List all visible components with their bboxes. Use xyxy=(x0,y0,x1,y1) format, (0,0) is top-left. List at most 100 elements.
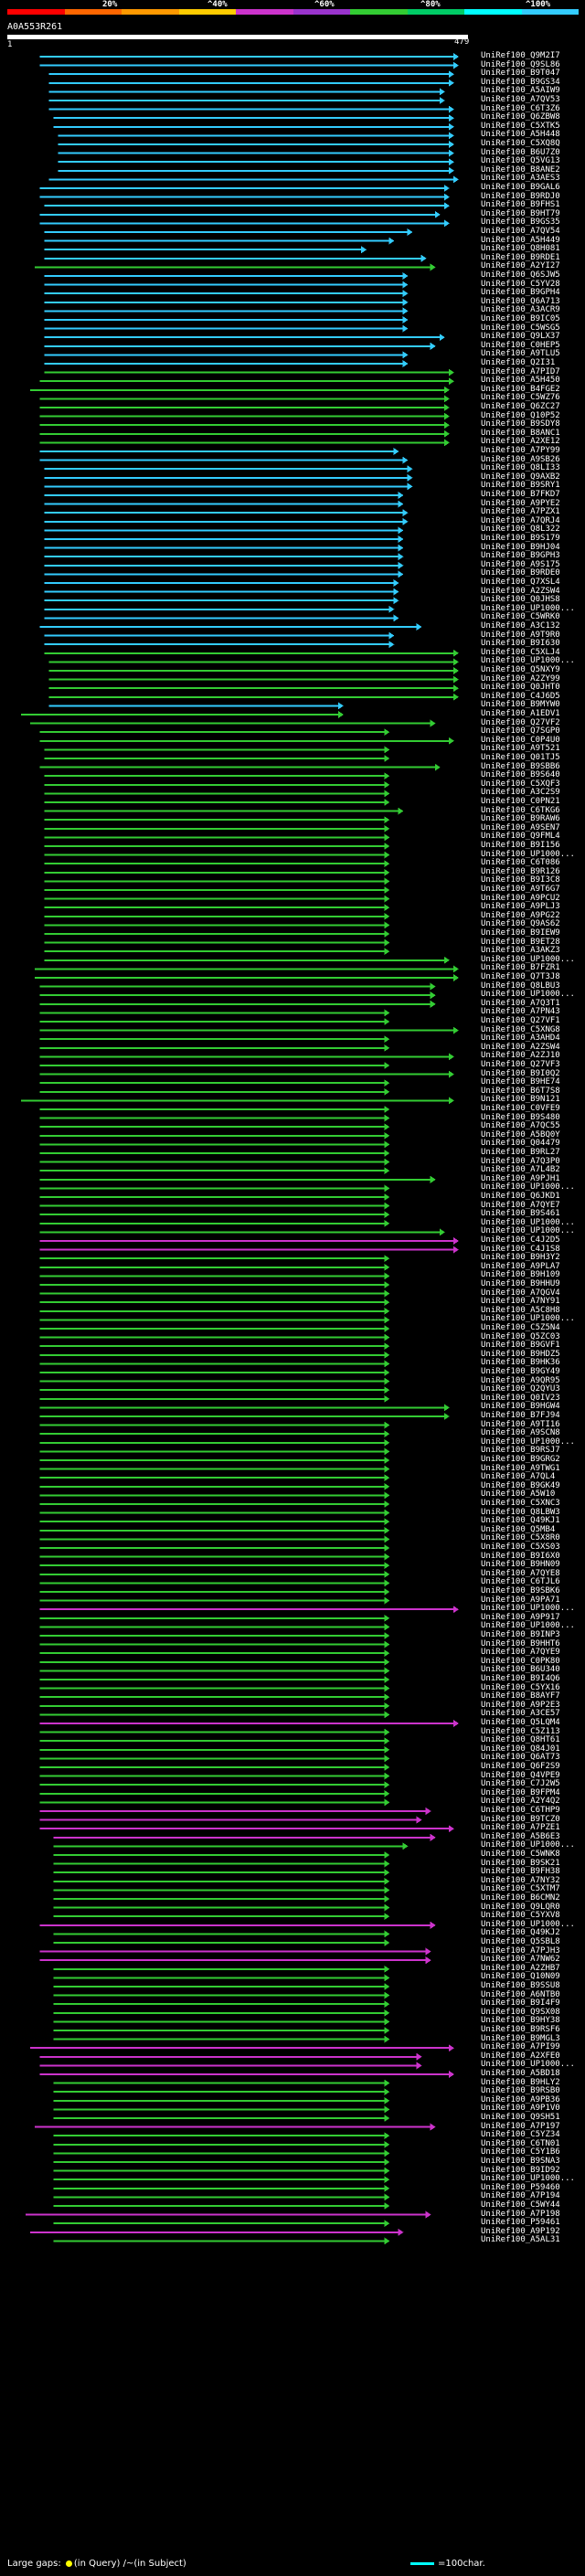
hit-link[interactable]: UniRef100_A7QYE9 xyxy=(481,1648,560,1658)
hit-link[interactable]: UniRef100_A9SB26 xyxy=(481,454,560,464)
hit-link[interactable]: UniRef100_B9T047 xyxy=(481,69,560,79)
hit-link[interactable]: UniRef100_A7PID7 xyxy=(481,366,560,376)
hit-link[interactable]: UniRef100_B7FZR1 xyxy=(481,963,560,973)
hit-link[interactable]: UniRef100_A9TI16 xyxy=(481,1419,560,1429)
hit-link[interactable]: UniRef100_Q6F2S9 xyxy=(481,1762,560,1771)
hit-link[interactable]: UniRef100_A7Q3T1 xyxy=(481,998,560,1008)
hit-link[interactable]: UniRef100_A9T6G7 xyxy=(481,885,560,894)
hit-link[interactable]: UniRef100_C5XTM7 xyxy=(481,1884,560,1894)
hit-link[interactable]: UniRef100_C5WRK0 xyxy=(481,612,560,622)
hit-link[interactable]: UniRef100_A9PJH1 xyxy=(481,1173,560,1183)
hit-link[interactable]: UniRef100_B9TCZ0 xyxy=(481,1814,560,1824)
hit-link[interactable]: UniRef100_C6TJL6 xyxy=(481,1577,560,1587)
hit-link[interactable]: UniRef100_UP1000... xyxy=(481,1226,575,1236)
hit-link[interactable]: UniRef100_A7QV54 xyxy=(481,227,560,236)
hit-link[interactable]: UniRef100_B9RL27 xyxy=(481,1148,560,1157)
hit-link[interactable]: UniRef100_B9RDE0 xyxy=(481,568,560,578)
hit-link[interactable]: UniRef100_A9PA71 xyxy=(481,1595,560,1605)
hit-link[interactable]: UniRef100_B6U340 xyxy=(481,1665,560,1675)
hit-link[interactable]: UniRef100_C4J2D5 xyxy=(481,1235,560,1245)
hit-link[interactable]: UniRef100_Q6ZC27 xyxy=(481,402,560,411)
hit-link[interactable]: UniRef100_Q7T3J8 xyxy=(481,972,560,981)
hit-link[interactable]: UniRef100_A3CE57 xyxy=(481,1709,560,1719)
hit-link[interactable]: UniRef100_B9FPM4 xyxy=(481,1787,560,1797)
hit-link[interactable]: UniRef100_B9SDY8 xyxy=(481,419,560,429)
hit-link[interactable]: UniRef100_Q8L322 xyxy=(481,525,560,535)
hit-link[interactable]: UniRef100_A7NW62 xyxy=(481,1955,560,1965)
hit-link[interactable]: UniRef100_A7P194 xyxy=(481,2191,560,2201)
hit-link[interactable]: UniRef100_A3AHD4 xyxy=(481,1034,560,1044)
hit-link[interactable]: UniRef100_A1EDV1 xyxy=(481,709,560,718)
hit-link[interactable]: UniRef100_Q5MB4 xyxy=(481,1524,556,1534)
hit-link[interactable]: UniRef100_Q0JHT0 xyxy=(481,683,560,693)
hit-link[interactable]: UniRef100_A5BQ0Y xyxy=(481,1129,560,1140)
hit-link[interactable]: UniRef100_A9TLU5 xyxy=(481,349,560,359)
hit-link[interactable]: UniRef100_B9GY49 xyxy=(481,1367,560,1376)
hit-link[interactable]: UniRef100_B9SRY1 xyxy=(481,481,560,491)
hit-link[interactable]: UniRef100_A9S175 xyxy=(481,559,560,569)
hit-link[interactable]: UniRef100_A5W10 xyxy=(481,1489,556,1500)
hit-link[interactable]: UniRef100_UP1000... xyxy=(481,1840,575,1850)
hit-link[interactable]: UniRef100_B9HY38 xyxy=(481,2016,560,2026)
hit-link[interactable]: UniRef100_B9IC05 xyxy=(481,314,560,323)
hit-link[interactable]: UniRef100_Q9AS62 xyxy=(481,919,560,929)
hit-link[interactable]: UniRef100_A7QV53 xyxy=(481,95,560,104)
hit-link[interactable]: UniRef100_B9RSF6 xyxy=(481,2025,560,2034)
hit-link[interactable]: UniRef100_B9HJ04 xyxy=(481,542,560,552)
hit-link[interactable]: UniRef100_Q27VF3 xyxy=(481,1060,560,1069)
hit-link[interactable]: UniRef100_Q6SJW5 xyxy=(481,270,560,280)
hit-link[interactable]: UniRef100_A9QR95 xyxy=(481,1375,560,1385)
hit-link[interactable]: UniRef100_A3ACR9 xyxy=(481,305,560,315)
hit-link[interactable]: UniRef100_B4FGE2 xyxy=(481,384,560,394)
hit-link[interactable]: UniRef100_Q2QYU3 xyxy=(481,1384,560,1394)
hit-link[interactable]: UniRef100_C5YZ34 xyxy=(481,2130,560,2140)
hit-link[interactable]: UniRef100_A5B6E3 xyxy=(481,1831,560,1841)
hit-link[interactable]: UniRef100_B8AYF7 xyxy=(481,1691,560,1701)
hit-link[interactable]: UniRef100_C4J1S8 xyxy=(481,1244,560,1254)
hit-link[interactable]: UniRef100_C0VFE9 xyxy=(481,1104,560,1113)
hit-link[interactable]: UniRef100_C5XTK5 xyxy=(481,121,560,131)
hit-link[interactable]: UniRef100_A6NTB0 xyxy=(481,1989,560,1999)
hit-link[interactable]: UniRef100_A2YI27 xyxy=(481,261,560,271)
hit-link[interactable]: UniRef100_A9P1V0 xyxy=(481,2104,560,2114)
hit-link[interactable]: UniRef100_Q9M2I7 xyxy=(481,51,560,60)
hit-link[interactable]: UniRef100_P59461 xyxy=(481,2218,560,2228)
hit-link[interactable]: UniRef100_A7PY99 xyxy=(481,446,560,455)
hit-link[interactable]: UniRef100_Q01TJ5 xyxy=(481,753,560,762)
hit-link[interactable]: UniRef100_C5XQF3 xyxy=(481,779,560,789)
hit-link[interactable]: UniRef100_A7QYE7 xyxy=(481,1200,560,1210)
hit-link[interactable]: UniRef100_C6THP9 xyxy=(481,1806,560,1815)
hit-link[interactable]: UniRef100_Q9FML4 xyxy=(481,832,560,842)
hit-link[interactable]: UniRef100_B9I0Q2 xyxy=(481,1068,560,1078)
hit-link[interactable]: UniRef100_B9INP3 xyxy=(481,1630,560,1639)
hit-link[interactable]: UniRef100_C4J6D5 xyxy=(481,691,560,701)
hit-link[interactable]: UniRef100_A7QRJ4 xyxy=(481,515,560,525)
hit-link[interactable]: UniRef100_B9GPH4 xyxy=(481,288,560,298)
hit-link[interactable]: UniRef100_Q5LQM4 xyxy=(481,1718,560,1727)
hit-link[interactable]: UniRef100_C5YX16 xyxy=(481,1682,560,1692)
hit-link[interactable]: UniRef100_B9RAW6 xyxy=(481,814,560,824)
hit-link[interactable]: UniRef100_Q0JHS8 xyxy=(481,595,560,605)
hit-link[interactable]: UniRef100_A5C8H8 xyxy=(481,1305,560,1315)
hit-link[interactable]: UniRef100_B6CMN2 xyxy=(481,1893,560,1903)
hit-link[interactable]: UniRef100_A7NY91 xyxy=(481,1297,560,1307)
hit-link[interactable]: UniRef100_C5WSG5 xyxy=(481,323,560,333)
hit-link[interactable]: UniRef100_Q9SL86 xyxy=(481,59,560,69)
hit-link[interactable]: UniRef100_C5WZ76 xyxy=(481,393,560,403)
hit-link[interactable]: UniRef100_Q8LI33 xyxy=(481,463,560,473)
hit-link[interactable]: UniRef100_A5AIW9 xyxy=(481,86,560,96)
hit-link[interactable]: UniRef100_B9HGW4 xyxy=(481,1402,560,1412)
hit-link[interactable]: UniRef100_Q7SGP0 xyxy=(481,726,560,737)
hit-link[interactable]: UniRef100_UP1000... xyxy=(481,2174,575,2184)
hit-link[interactable]: UniRef100_B9I3C8 xyxy=(481,875,560,885)
hit-link[interactable]: UniRef100_B9MGL3 xyxy=(481,2033,560,2043)
hit-link[interactable]: UniRef100_B9N121 xyxy=(481,1095,560,1105)
hit-link[interactable]: UniRef100_Q5VG13 xyxy=(481,156,560,166)
hit-link[interactable]: UniRef100_Q9AXB2 xyxy=(481,472,560,482)
hit-link[interactable]: UniRef100_A5H449 xyxy=(481,235,560,245)
hit-link[interactable]: UniRef100_B9SNA3 xyxy=(481,2157,560,2166)
hit-link[interactable]: UniRef100_A9TWG1 xyxy=(481,1463,560,1473)
hit-link[interactable]: UniRef100_C5YXV8 xyxy=(481,1911,560,1921)
hit-link[interactable]: UniRef100_C0P4U0 xyxy=(481,735,560,745)
hit-link[interactable]: UniRef100_A7P198 xyxy=(481,2209,560,2219)
